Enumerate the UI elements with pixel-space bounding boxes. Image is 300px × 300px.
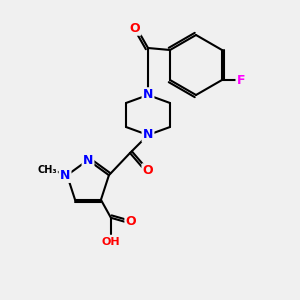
Text: N: N	[143, 128, 153, 142]
Text: N: N	[143, 88, 153, 101]
Text: N: N	[83, 154, 93, 166]
Text: N: N	[60, 169, 70, 182]
Text: F: F	[237, 74, 245, 86]
Text: OH: OH	[102, 237, 120, 247]
Text: O: O	[130, 22, 140, 34]
Text: O: O	[126, 215, 136, 228]
Text: CH₃: CH₃	[37, 165, 57, 175]
Text: O: O	[143, 164, 153, 178]
